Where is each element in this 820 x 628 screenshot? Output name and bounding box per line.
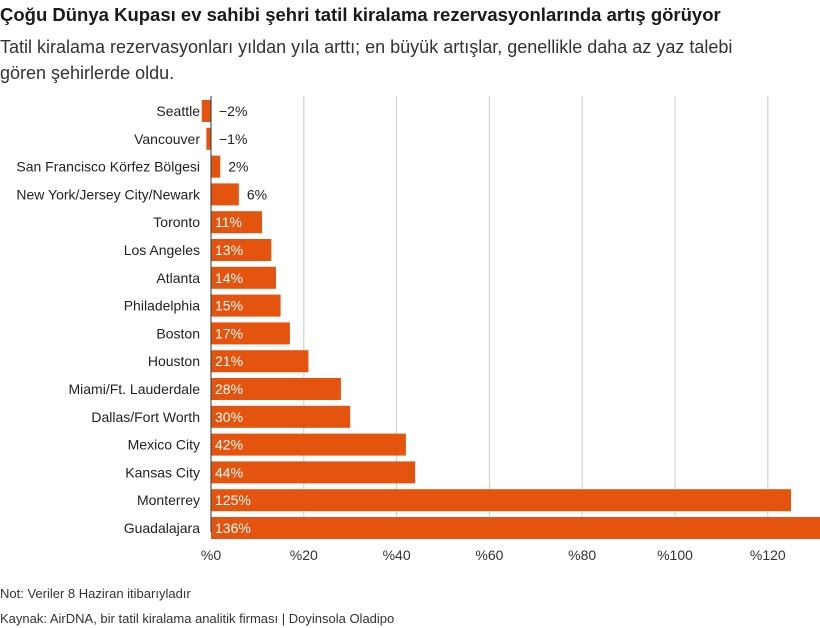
value-label: 17% [215,325,243,341]
bar [211,517,820,539]
x-axis: %0 %20 %40 %60 %80 %100 %120 [201,96,786,563]
value-label: 125% [215,492,251,508]
x-tick-label: %0 [201,547,221,563]
chart-title: Çoğu Dünya Kupası ev sahibi şehri tatil … [0,4,721,25]
value-label: 11% [215,214,242,230]
value-label: 15% [215,298,243,314]
chart-subtitle: Tatil kiralama rezervasyonları yıldan yı… [0,37,733,83]
category-label: Monterrey [137,492,200,508]
value-label: 2% [228,159,248,175]
bar [211,350,309,373]
category-label: Kansas City [125,464,200,480]
value-label: 21% [215,353,243,369]
bar [211,239,272,261]
x-tick-label: %120 [750,547,786,563]
labels: Seattle −2% Vancouver −1% San Francisco Körf… [16,103,267,536]
category-label: Atlanta [156,270,200,286]
bar-chart: %0 %20 %40 %60 %80 %100 %120 Seattle −2% Vancouv… [16,96,820,563]
bar [211,322,290,345]
category-label: Houston [148,353,200,369]
category-label: Boston [156,325,200,341]
value-label: −2% [219,103,247,119]
x-tick-label: %60 [475,547,503,563]
x-tick-label: %100 [657,547,693,563]
value-label: 136% [215,520,251,536]
bar [211,155,221,178]
x-tick-label: %40 [383,547,411,563]
category-label: Seattle [156,103,200,119]
category-label: Mexico City [128,437,200,453]
bar [211,183,239,206]
category-label: Miami/Ft. Lauderdale [68,381,200,397]
bar [211,461,416,484]
bar [211,489,791,512]
value-label: −1% [219,131,247,147]
category-label: Dallas/Fort Worth [91,409,200,425]
category-label: New York/Jersey City/Newark [16,186,201,202]
value-label: 44% [215,464,243,480]
x-tick-label: %20 [290,547,318,563]
bar [211,294,281,317]
bar [201,100,211,122]
bar [206,127,211,150]
bar [211,211,263,234]
value-label: 14% [215,270,243,286]
bar [211,266,276,289]
chart-note: Not: Veriler 8 Haziran itibarıyladır [0,586,191,601]
bar [211,405,351,428]
x-tick-label: %80 [568,547,596,563]
category-label: Los Angeles [124,242,200,258]
category-label: Guadalajara [124,520,200,536]
bar [211,378,341,400]
chart-source: Kaynak: AirDNA, bir tatil kiralama anali… [0,611,395,626]
value-label: 28% [215,381,243,397]
category-label: Vancouver [134,131,200,147]
bar [211,433,406,456]
category-label: Philadelphia [124,298,200,314]
value-label: 6% [247,186,267,202]
value-label: 42% [215,437,243,453]
category-label: Toronto [153,214,200,230]
value-label: 30% [215,409,243,425]
bars [201,100,820,539]
value-label: 13% [215,242,243,258]
gridlines [303,96,769,532]
category-label: San Francisco Körfez Bölgesi [16,159,200,175]
